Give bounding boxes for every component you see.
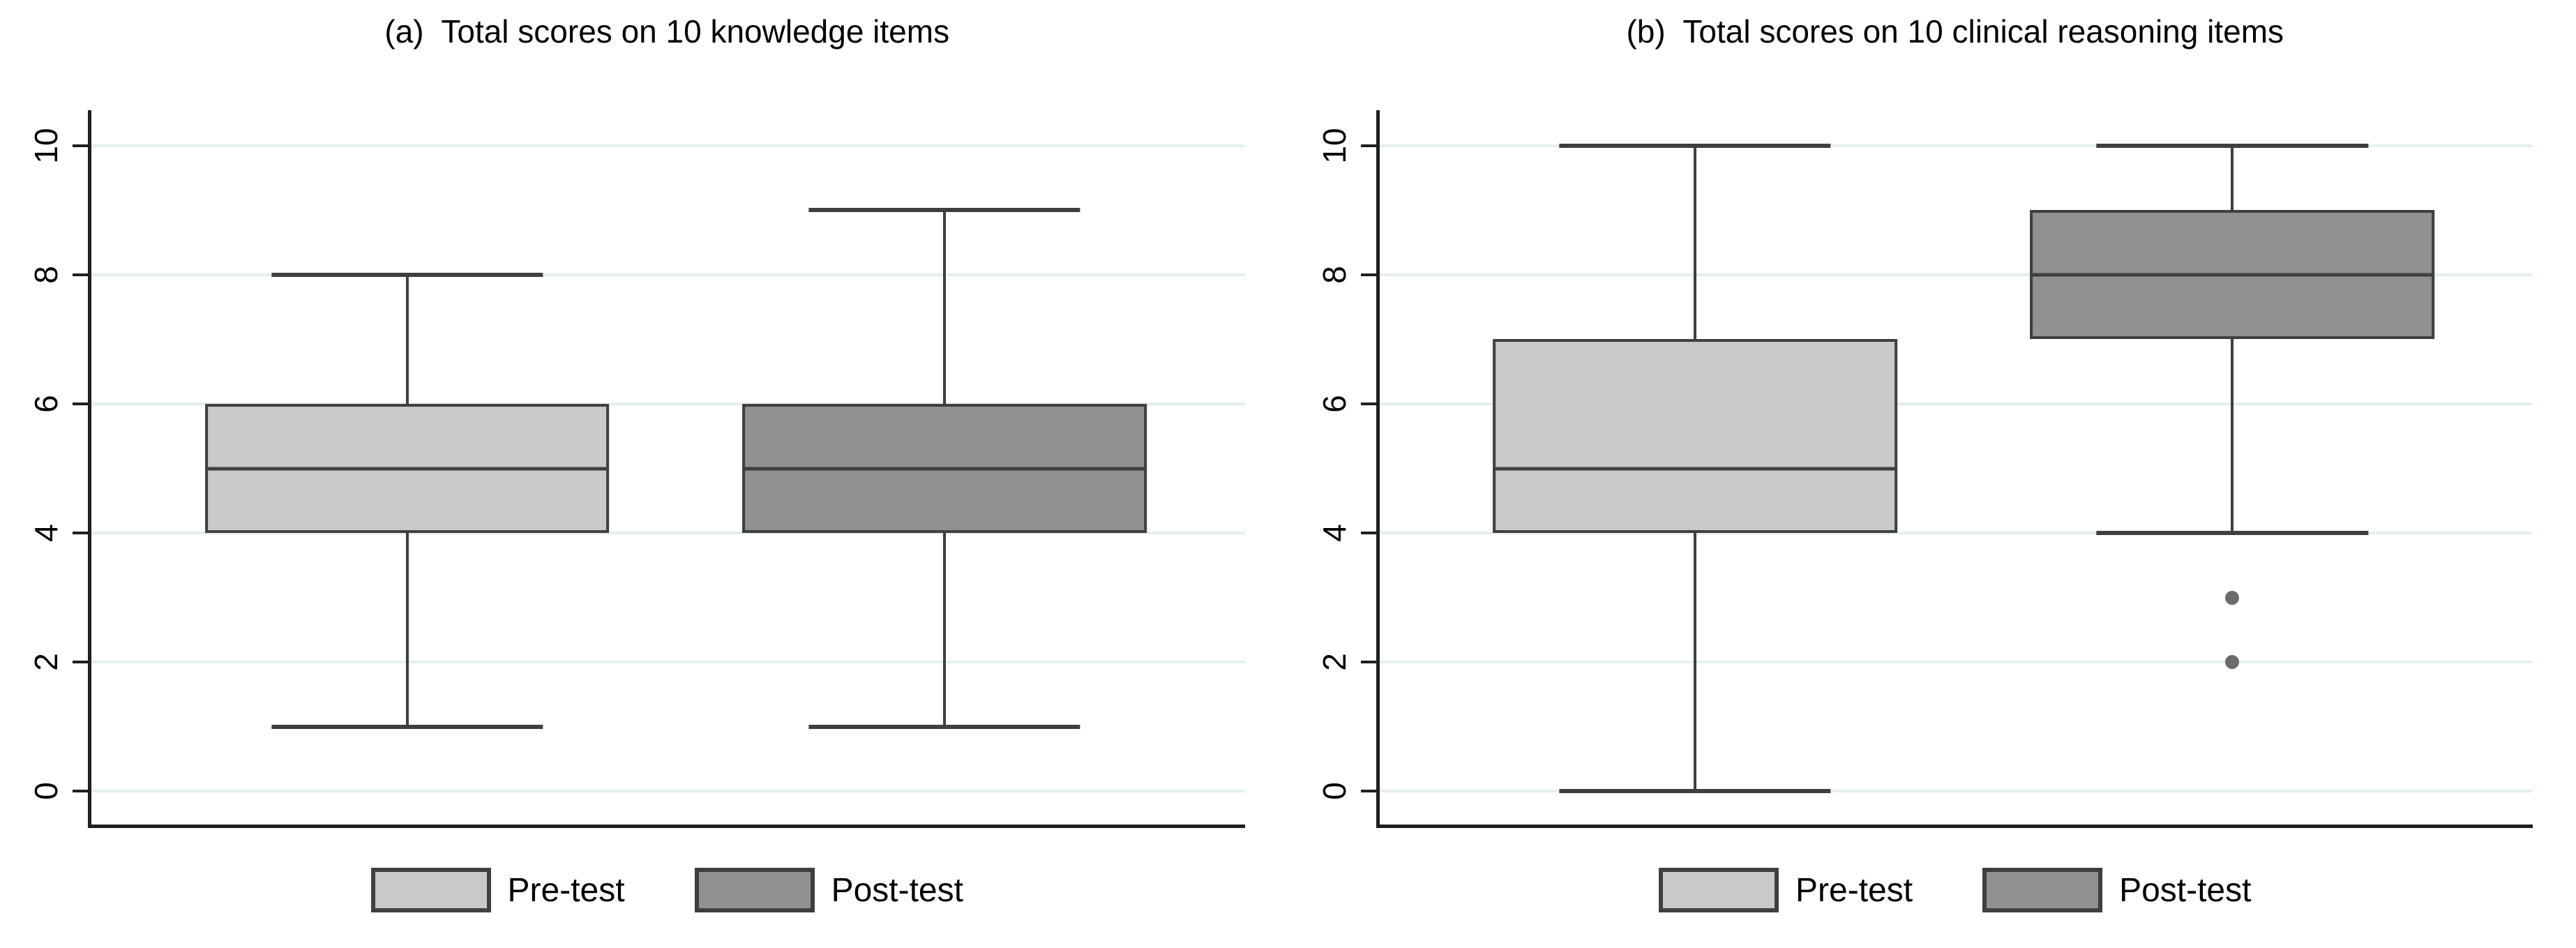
y-axis-tick-0 — [73, 790, 89, 793]
y-axis-tick-2 — [73, 661, 89, 664]
y-axis-tick-6 — [1360, 402, 1378, 405]
x-axis-line — [88, 825, 1245, 828]
whisker-cap-high-posttest — [2096, 143, 2368, 148]
y-axis-tick-2 — [1360, 661, 1378, 664]
legend-a: Pre-test Post-test — [89, 867, 1245, 913]
legend-swatch-pretest — [370, 868, 491, 912]
legend-swatch-posttest — [694, 868, 815, 912]
plot-area-b: 0 2 4 6 8 10 — [1316, 110, 2533, 828]
gridline-y-8 — [1377, 273, 2533, 276]
y-axis-tick-8 — [1360, 273, 1378, 276]
y-tick-label-4: 4 — [28, 524, 64, 542]
legend-item-pretest: Pre-test — [370, 868, 625, 912]
legend-label-pretest: Pre-test — [1795, 871, 1913, 909]
outlier-dot-posttest-3 — [2225, 590, 2240, 605]
chart-panel-b: (b) Total scores on 10 clinical reasonin… — [1288, 0, 2576, 948]
y-axis-tick-4 — [73, 532, 89, 535]
legend-label-pretest: Pre-test — [507, 871, 625, 909]
whisker-line-posttest — [2231, 145, 2234, 533]
y-axis-tick-4 — [1360, 532, 1378, 535]
median-line-posttest — [741, 467, 1147, 470]
y-tick-label-6: 6 — [28, 395, 64, 413]
gridline-y-0 — [1377, 790, 2533, 793]
y-axis-tick-10 — [73, 144, 89, 147]
plot-area-a: 0 2 4 6 8 10 — [28, 110, 1245, 828]
gridline-y-6 — [1377, 402, 2533, 405]
legend-swatch-posttest — [1982, 868, 2103, 912]
gridline-y-0 — [89, 790, 1245, 793]
outlier-dot-posttest-2 — [2225, 655, 2240, 670]
y-axis-line — [88, 110, 91, 828]
gridline-y-6 — [89, 402, 1245, 405]
whisker-cap-high-pretest — [1559, 143, 1831, 148]
gridline-y-2 — [89, 661, 1245, 664]
gridline-y-4 — [1377, 532, 2533, 535]
y-tick-label-2: 2 — [28, 653, 64, 671]
legend-item-posttest: Post-test — [1982, 868, 2251, 912]
legend-label-posttest: Post-test — [2119, 871, 2252, 909]
gridline-y-10 — [1377, 144, 2533, 147]
legend-swatch-pretest — [1659, 868, 1779, 912]
median-line-pretest — [1493, 467, 1897, 470]
median-line-posttest — [2030, 273, 2435, 277]
whisker-cap-low-posttest — [2096, 531, 2368, 536]
y-tick-label-8: 8 — [1316, 266, 1353, 284]
box-pretest — [1493, 339, 1897, 534]
whisker-cap-high-posttest — [808, 208, 1080, 213]
y-tick-label-0: 0 — [1316, 782, 1353, 800]
y-axis-line — [1376, 110, 1380, 828]
y-tick-label-4: 4 — [1316, 524, 1353, 542]
gridline-y-8 — [89, 273, 1245, 276]
chart-panel-a: (a) Total scores on 10 knowledge items 0… — [28, 13, 1245, 913]
y-tick-label-6: 6 — [1316, 395, 1353, 413]
gridline-y-10 — [89, 144, 1245, 147]
legend-label-posttest: Post-test — [831, 871, 963, 909]
whisker-cap-low-pretest — [1559, 789, 1831, 794]
median-line-pretest — [204, 467, 610, 470]
whisker-cap-low-pretest — [271, 724, 543, 729]
chart-title-a: (a) Total scores on 10 knowledge items — [384, 13, 950, 50]
x-axis-line — [1376, 825, 2533, 828]
chart-title-b: (b) Total scores on 10 clinical reasonin… — [1626, 13, 2284, 50]
y-axis-tick-0 — [1360, 790, 1378, 793]
y-tick-label-8: 8 — [28, 266, 64, 284]
gridline-y-4 — [89, 532, 1245, 535]
y-axis-tick-8 — [73, 273, 89, 276]
y-tick-label-10: 10 — [1316, 128, 1353, 164]
y-axis-tick-10 — [1360, 144, 1378, 147]
gridline-y-2 — [1377, 661, 2533, 664]
legend-item-pretest: Pre-test — [1659, 868, 1913, 912]
y-axis-tick-6 — [73, 402, 89, 405]
whisker-cap-high-pretest — [271, 272, 543, 277]
y-tick-label-2: 2 — [1316, 653, 1353, 671]
y-tick-label-10: 10 — [28, 128, 64, 164]
legend-b: Pre-test Post-test — [1378, 867, 2533, 913]
whisker-cap-low-posttest — [808, 724, 1080, 729]
legend-item-posttest: Post-test — [694, 868, 963, 912]
y-tick-label-0: 0 — [28, 782, 64, 800]
